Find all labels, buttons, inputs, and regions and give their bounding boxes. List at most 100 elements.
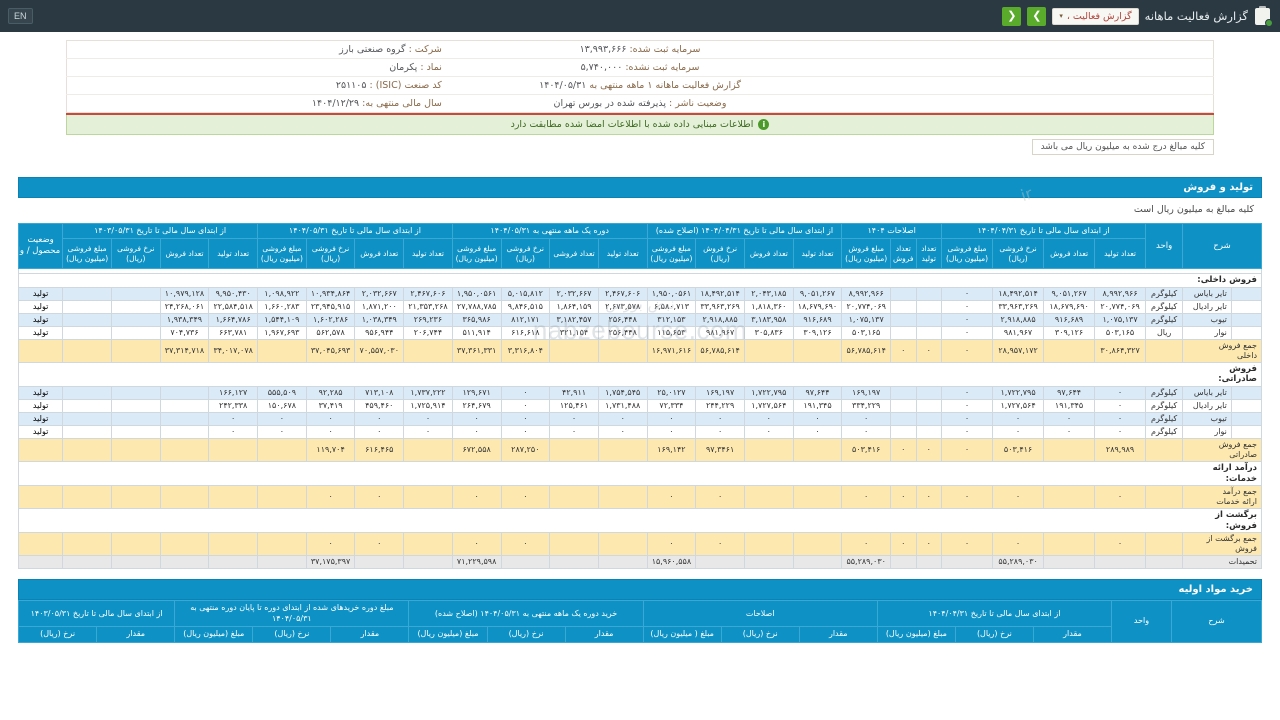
cell-value: ۱۹۱,۳۴۵ <box>1043 398 1096 413</box>
prev-report-button[interactable]: ❮ <box>1002 6 1022 26</box>
table-row[interactable]: تیوب کیلوگرم ۱,۰۷۵,۱۳۷ ۹۱۶,۶۸۹ ۲,۹۱۸,۸۸۵ ۰ ۱,۰… <box>17 312 1263 327</box>
info-cell-empty-2 <box>831 58 1214 77</box>
report-filter-chip[interactable]: گزارش فعالیت ، ▾ <box>1052 7 1139 25</box>
row-sharh <box>1230 398 1263 413</box>
row-unit <box>1145 485 1184 510</box>
info-cell-capital-unregistered: سرمایه ثبت نشده: ۵,۷۴۰,۰۰۰ <box>448 58 832 77</box>
cell-value: ۷۱,۲۲۹,۵۹۸ <box>451 555 502 570</box>
table-row[interactable]: نوار کیلوگرم ۰ ۰ ۰ ۰ ۰ ۰ ۰ ۰ ۰ ۰ ۰ ۰ ۰ ۰ ۰ ۰ ۰ ۰ تولید <box>17 424 1263 439</box>
cell-value: ۳,۱۸۳,۹۵۸ <box>743 312 794 327</box>
col-sub-2-3: مبلغ فروشی (میلیون ریال) <box>646 238 697 269</box>
col-sub-4-1: تعداد فروش <box>354 238 405 269</box>
table-row[interactable]: تایر رادیال کیلوگرم ۰ ۱۹۱,۳۴۵ ۱,۷۲۷,۵۶۴ ۰ ۳۳۴,… <box>17 398 1263 413</box>
subhead-sales-return: برگشت از فروش: <box>18 508 1262 534</box>
col-group-0: از ابتدای سال مالی تا تاریخ ۱۴۰۴/۰۴/۳۱ <box>941 223 1147 239</box>
cell-value: ۳۲۱,۱۵۴ <box>549 325 599 340</box>
table-row[interactable]: جمع فروش داخلی ۳۰,۸۶۴,۳۲۷ ۲۸,۹۵۷,۱۷۲ ۰ ۰ ۰ ۵۶,۷… <box>17 338 1262 363</box>
cell-value <box>1043 338 1096 363</box>
cell-value: ۰ <box>941 532 994 557</box>
cell-value: ۱۸,۴۹۲,۵۱۴ <box>695 286 745 301</box>
cell-value: ۰ <box>941 312 994 327</box>
col-group-5: از ابتدای سال مالی تا تاریخ ۱۴۰۳/۰۵/۳۱ <box>62 223 259 239</box>
cell-value: ۱۱۵,۶۵۳ <box>646 325 697 340</box>
cell-value <box>62 555 112 570</box>
col-sub-4-0: تعداد تولید <box>403 238 453 269</box>
cell-value <box>110 325 161 340</box>
info-row: سرمایه ثبت نشده: ۵,۷۴۰,۰۰۰ نماد : پکرمان <box>66 58 1214 77</box>
cell-value: ۱۲۹,۶۷۱ <box>451 385 502 400</box>
table-row[interactable]: جمع فروش صادراتی ۲۸۹,۹۸۹ ۵۰۳,۴۱۶ ۰ ۰ ۰ ۵۰۳,۴۱۶ ۹… <box>17 437 1262 462</box>
col-sub-3-0: تعداد تولید <box>597 238 648 269</box>
cell-value: ۹۵۶,۹۴۴ <box>354 325 405 340</box>
table-row[interactable]: تایر رادیال کیلوگرم ۲۰,۷۷۴,۰۶۹ ۱۸,۶۷۹,۶۹۰ ۳۳… <box>17 299 1263 314</box>
table-row[interactable]: تحمیدات ۵۵,۲۸۹,۰۳۰ ۵۵,۲۸۹,۰۳۰ ۱۵,۹۶۰,۵۵۸ ۷۱,… <box>17 555 1262 570</box>
cell-value <box>403 485 453 510</box>
cell-value: ۲,۶۷۳,۵۷۸ <box>597 299 648 314</box>
col-sub-5-1: تعداد فروش <box>159 238 210 269</box>
cell-value <box>62 398 112 413</box>
cell-value <box>597 338 648 363</box>
table-row[interactable]: جمع درآمد ارائه خدمات ۰ ۰ ۰ ۰ ۰ ۰ ۰ ۰ ۰ ۰ ۰ ۰ <box>17 485 1262 510</box>
cell-value <box>354 555 405 570</box>
cell-value: ۱۱۹,۷۰۴ <box>305 437 356 462</box>
cell-value: ۹۷,۶۴۴ <box>792 385 843 400</box>
subhead-service-income-label: درآمد ارائه خدمات: <box>18 460 1262 487</box>
cell-value <box>159 411 210 426</box>
cell-value: ۲۸۹,۹۸۹ <box>1094 437 1147 462</box>
section-band-production-sales: تولید و فروش <box>18 177 1262 198</box>
cell-value: ۳۳,۹۶۳,۲۶۹ <box>695 299 745 314</box>
cell-value <box>208 485 259 510</box>
cell-value: ۰ <box>646 532 697 557</box>
cell-value: ۰ <box>257 424 307 439</box>
cell-value: ۱,۹۵۰,۰۵۶۱ <box>646 286 697 301</box>
subhead-export-sales-label: فروش صادراتی: <box>18 361 1262 387</box>
cell-value: ۲,۰۳۲,۶۶۷ <box>549 286 599 301</box>
cell-value: ۰ <box>1094 485 1147 510</box>
raw-col-sub-1-2: مبلغ ( میلیون ریال) <box>642 626 722 643</box>
table-row[interactable]: تیوب کیلوگرم ۰ ۰ ۰ ۰ ۰ ۰ ۰ ۰ ۰ ۰ ۰ ۰ ۰ ۰ ۰ ۰ ۰ ۰ تولید <box>17 411 1263 426</box>
table-row[interactable]: نوار ریال ۵۰۳,۱۶۵ ۳۰۹,۱۲۶ ۹۸۱,۹۶۷ ۰ ۵۰۳,۱۶۵ ۳۰۹… <box>17 325 1263 340</box>
cell-value <box>549 532 599 557</box>
table-row[interactable]: تایر باياس کیلوگرم ۰ ۹۷,۶۴۴ ۱,۷۲۲,۷۹۵ ۰ ۱۶۹,۱۹… <box>17 385 1263 400</box>
status-label: وضعیت ناشر : <box>669 98 727 109</box>
cell-value: ۱,۷۳۱,۴۸۸ <box>597 398 648 413</box>
cell-value: ۹۱۶,۶۸۹ <box>1043 312 1096 327</box>
verification-notice-text: اطلاعات مبنایی داده شده با اطلاعات امضا … <box>510 119 754 130</box>
cell-value: ۲۲,۵۸۴,۵۱۸ <box>208 299 259 314</box>
cell-value: ۷۲,۳۳۴ <box>646 398 697 413</box>
row-unit: کیلوگرم <box>1145 424 1184 439</box>
table-row[interactable]: جمع برگشت از فروش ۰ ۰ ۰ ۰ ۰ ۰ ۰ ۰ ۰ ۰ ۰ ۰ <box>17 532 1262 557</box>
cell-value: ۰ <box>1043 424 1096 439</box>
cell-value: ۶۷۲,۵۵۸ <box>451 437 502 462</box>
cell-value <box>597 437 648 462</box>
cell-value <box>890 555 917 570</box>
row-status: تولید <box>17 286 64 301</box>
cell-value: ۲۴۲,۳۳۸ <box>208 398 259 413</box>
cell-value <box>915 385 943 400</box>
row-product-name: تیوب <box>1182 411 1232 426</box>
table-row[interactable]: تایر باياس کیلوگرم ۸,۹۹۲,۹۶۶ ۹,۰۵۱,۲۶۷ ۱۸,۴۹… <box>17 286 1263 301</box>
cell-value <box>549 555 599 570</box>
cell-value: ۲,۰۳۲,۶۶۷ <box>354 286 405 301</box>
col-sub-3-3: مبلغ فروشی (میلیون ریال) <box>451 238 502 269</box>
cell-value: ۱۰,۹۷۹,۱۲۸ <box>159 286 210 301</box>
cell-value <box>915 312 943 327</box>
col-sub-0-3: مبلغ فروشی (میلیون ریال) <box>941 238 994 269</box>
cell-value: ۰ <box>1094 398 1147 413</box>
next-report-button[interactable]: ❯ <box>1027 6 1047 26</box>
raw-col-sub-0-2: مبلغ (میلیون ریال) <box>876 626 956 643</box>
language-toggle-button[interactable]: EN <box>8 8 33 24</box>
cell-value: ۱۸,۴۹۲,۵۱۴ <box>992 286 1045 301</box>
cell-value: ۰ <box>1043 411 1096 426</box>
cell-value: ۱,۹۳۸,۳۴۹ <box>159 312 210 327</box>
cell-value <box>62 485 112 510</box>
row-unit: کیلوگرم <box>1145 299 1184 314</box>
cell-value: ۹۷,۶۴۴ <box>1043 385 1096 400</box>
row-unit <box>1145 338 1184 363</box>
industry-value: ۲۵۱۱۰۵ <box>335 80 367 91</box>
col-sub-5-2: نرخ فروشی (ریال) <box>110 238 161 269</box>
row-aggregate-label: جمع درآمد ارائه خدمات <box>1182 485 1262 510</box>
cell-value <box>159 437 210 462</box>
cell-value <box>1043 555 1096 570</box>
